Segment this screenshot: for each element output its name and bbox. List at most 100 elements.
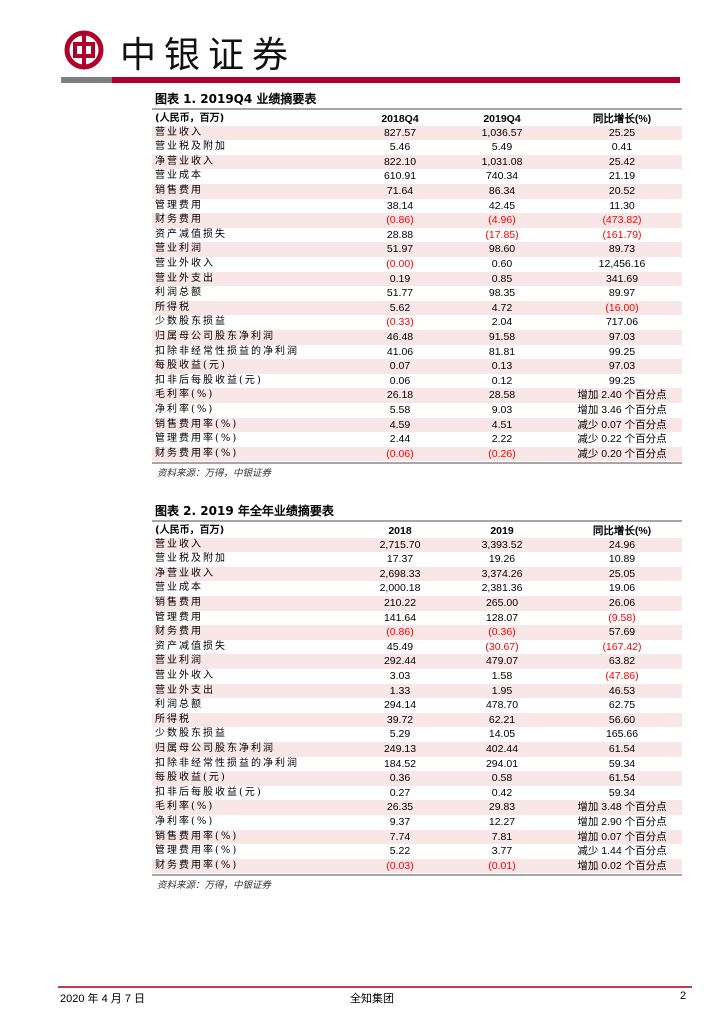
row-label: 营业利润 [155, 655, 203, 667]
table-header-row: (人民币，百万) 2018Q4 2019Q4 同比增长(%) [152, 112, 682, 127]
cell-value: 0.58 [491, 772, 513, 785]
row-label: 管理费用率(%) [155, 433, 239, 445]
cell-value: 2,000.18 [379, 582, 421, 595]
row-label: 销售费用 [155, 185, 203, 196]
cell-value: 5.49 [491, 141, 513, 154]
row-label: 所得税 [155, 713, 191, 725]
table-row: 净营业收入 2,698.33 3,374.26 25.05 [152, 566, 682, 582]
table-row: 净利率(%) 5.58 9.03 增加 3.46 个百分点 [152, 403, 682, 418]
cell-value: 1,036.57 [481, 126, 523, 139]
table-row: 营业外支出 1.33 1.95 46.53 [152, 683, 682, 699]
cell-value: 5.46 [389, 141, 411, 154]
table-row: 扣除非经常性损益的净利润 184.52 294.01 59.34 [152, 757, 682, 772]
cell-value: 3,393.52 [481, 538, 523, 551]
cell-value: (0.26) [488, 447, 516, 460]
cell-value: 56.60 [608, 713, 636, 726]
table-row: 营业利润 292.44 479.07 63.82 [152, 654, 682, 669]
cell-value: 增加 0.07 个百分点 [577, 830, 667, 843]
cell-value: 5.58 [389, 404, 411, 416]
cell-value: 59.34 [608, 757, 636, 770]
cell-value: 39.72 [386, 713, 414, 726]
table-top-rule [152, 520, 682, 522]
cell-value: (0.00) [386, 258, 414, 270]
table-row: 销售费用 210.22 265.00 26.06 [152, 596, 682, 611]
cell-value: 89.97 [608, 287, 636, 300]
row-label: 扣非后每股收益(元) [155, 374, 263, 386]
cell-value: 98.60 [488, 243, 516, 256]
table-bottom-rule [152, 462, 682, 465]
cell-value: (0.03) [386, 859, 414, 872]
row-label: 资产减值损失 [155, 640, 227, 652]
cell-value: 25.25 [608, 126, 636, 139]
table-row: 利润总额 51.77 98.35 89.97 [152, 286, 682, 301]
table-row: 营业外收入 3.03 1.58 (47.86) [152, 669, 682, 684]
table-row: 财务费用 (0.86) (0.36) 57.69 [152, 625, 682, 640]
cell-value: 12,456.16 [598, 258, 646, 270]
table-row: 扣除非经常性损益的净利润 41.06 81.81 99.25 [152, 345, 682, 360]
row-label: 营业外收入 [155, 258, 215, 269]
cell-value: 增加 3.46 个百分点 [577, 404, 667, 416]
row-label: 管理费用 [155, 199, 203, 211]
cell-value: (0.86) [386, 626, 414, 639]
cell-value: 45.49 [386, 640, 414, 653]
column-header: 同比增长(%) [592, 525, 652, 537]
table-row: 销售费用率(%) 4.59 4.51 减少 0.07 个百分点 [152, 417, 682, 433]
cell-value: 1.58 [491, 670, 513, 682]
cell-value: 1.95 [491, 684, 513, 697]
cell-value: 91.58 [488, 331, 516, 343]
cell-value: 0.36 [389, 772, 411, 785]
row-label: 归属母公司股东净利润 [155, 331, 275, 342]
cell-value: 28.88 [386, 228, 414, 241]
cell-value: 17.37 [386, 553, 414, 566]
cell-value: 89.73 [608, 243, 636, 256]
table-row: 营业税及附加 5.46 5.49 0.41 [152, 140, 682, 155]
cell-value: 97.03 [608, 360, 636, 373]
cell-value: 99.25 [608, 374, 636, 387]
row-label: 每股收益(元) [155, 360, 227, 372]
cell-value: (0.86) [386, 214, 414, 227]
row-label: 营业外收入 [155, 670, 215, 681]
cell-value: 增加 0.02 个百分点 [577, 859, 667, 872]
column-header: 2019Q4 [483, 113, 521, 125]
table-row: 管理费用 38.14 42.45 11.30 [152, 199, 682, 214]
cell-value: 51.77 [386, 287, 414, 300]
row-label: 归属母公司股东净利润 [155, 743, 275, 754]
cell-value: 28.58 [488, 389, 516, 402]
cell-value: 61.54 [608, 743, 636, 755]
row-label: 销售费用 [155, 597, 203, 608]
cell-value: 98.35 [488, 287, 516, 300]
cell-value: 42.45 [488, 199, 516, 212]
cell-value: (0.06) [386, 447, 414, 460]
cell-value: (0.01) [488, 859, 516, 872]
cell-value: 294.01 [485, 757, 519, 770]
row-label: 销售费用率(%) [155, 830, 239, 842]
cell-value: 292.44 [383, 655, 417, 668]
table-row: 资产减值损失 28.88 (17.85) (161.79) [152, 228, 682, 243]
cell-value: 5.62 [389, 301, 411, 314]
row-label: 毛利率(%) [155, 389, 215, 401]
cell-value: 3,374.26 [481, 567, 523, 580]
column-header: (人民币，百万) [155, 113, 225, 124]
cell-value: 610.91 [383, 170, 417, 183]
table-row: 净营业收入 822.10 1,031.08 25.42 [152, 154, 682, 170]
cell-value: (167.42) [602, 640, 642, 653]
cell-value: (161.79) [602, 228, 642, 241]
cell-value: 0.19 [389, 272, 411, 285]
cell-value: 0.12 [491, 374, 513, 387]
table-row: 财务费用率(%) (0.06) (0.26) 减少 0.20 个百分点 [152, 446, 682, 462]
row-label: 少数股东损益 [155, 728, 227, 740]
row-label: 利润总额 [155, 699, 203, 711]
table-row: 归属母公司股东净利润 249.13 402.44 61.54 [152, 742, 682, 757]
cell-value: 822.10 [383, 155, 417, 168]
row-label: 利润总额 [155, 287, 203, 299]
row-label: 净利率(%) [155, 404, 215, 415]
row-label: 营业外支出 [155, 272, 215, 284]
cell-value: 4.51 [491, 418, 513, 431]
brand-name: 中银证券 [120, 35, 297, 76]
cell-value: 41.06 [386, 345, 414, 358]
cell-value: (0.33) [386, 316, 414, 329]
cell-value: 减少 0.07 个百分点 [577, 418, 667, 431]
cell-value: 2,698.33 [379, 567, 421, 580]
row-label: 财务费用率(%) [155, 447, 239, 459]
cell-value: 7.74 [389, 830, 411, 843]
